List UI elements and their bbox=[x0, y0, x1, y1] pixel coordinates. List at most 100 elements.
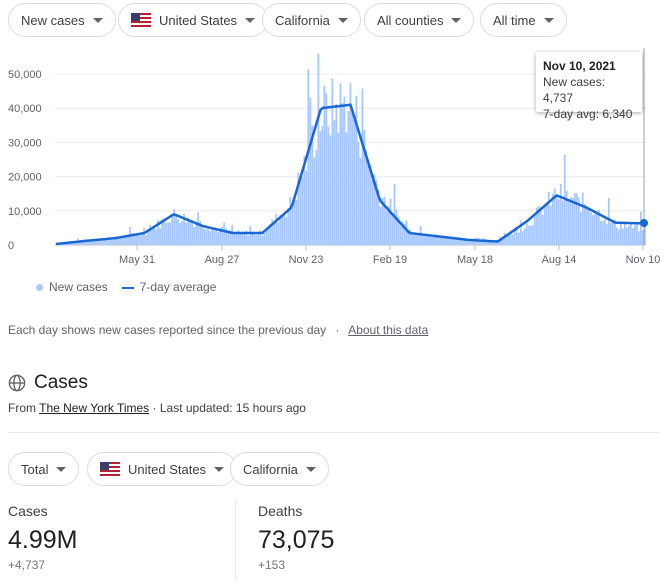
bar bbox=[549, 205, 552, 245]
bar bbox=[607, 197, 610, 245]
bar bbox=[305, 170, 308, 245]
chevron-down-icon bbox=[92, 17, 103, 23]
bar bbox=[261, 235, 264, 245]
bar bbox=[79, 242, 81, 245]
x-tick-label: Aug 14 bbox=[542, 254, 577, 266]
bar bbox=[389, 198, 392, 245]
bar bbox=[503, 232, 506, 245]
bar bbox=[617, 229, 620, 245]
bar bbox=[197, 212, 200, 245]
bar bbox=[487, 240, 490, 245]
bar bbox=[195, 222, 198, 245]
bar bbox=[217, 231, 220, 245]
bar bbox=[229, 230, 232, 245]
bar bbox=[343, 96, 346, 245]
bar bbox=[571, 197, 574, 245]
us-flag-icon bbox=[131, 13, 151, 27]
bar bbox=[149, 225, 151, 245]
bar bbox=[323, 85, 326, 246]
bar bbox=[151, 228, 153, 245]
bar bbox=[75, 242, 77, 245]
cases-chart[interactable]: 0 10,000 20,000 30,000 40,000 50,000 May 31 Au… bbox=[0, 0, 668, 275]
bar bbox=[643, 226, 646, 245]
bar bbox=[269, 223, 272, 245]
bar bbox=[623, 223, 626, 245]
bar bbox=[139, 235, 141, 245]
bar bbox=[447, 238, 450, 245]
bar bbox=[115, 236, 117, 245]
bar bbox=[637, 231, 640, 245]
x-tick-label: May 31 bbox=[119, 254, 155, 266]
bar bbox=[113, 237, 115, 245]
bar bbox=[105, 238, 107, 245]
bar bbox=[339, 83, 342, 245]
bar bbox=[371, 180, 374, 245]
bar bbox=[83, 241, 85, 245]
bar bbox=[391, 215, 394, 245]
bar bbox=[299, 176, 302, 245]
range-dropdown[interactable]: All time bbox=[480, 3, 567, 37]
bar bbox=[321, 126, 324, 245]
bar bbox=[451, 236, 454, 245]
bar bbox=[631, 227, 634, 245]
bar bbox=[613, 219, 616, 245]
state-dropdown[interactable]: California bbox=[262, 3, 361, 37]
bar bbox=[435, 234, 438, 245]
bar bbox=[425, 236, 428, 245]
bar bbox=[453, 238, 456, 245]
y-tick-label: 30,000 bbox=[8, 137, 42, 149]
bar bbox=[427, 236, 430, 245]
bar bbox=[565, 191, 568, 245]
bar bbox=[271, 219, 274, 245]
x-tick-label: Aug 27 bbox=[205, 254, 240, 266]
state-label-2: California bbox=[243, 461, 298, 477]
bar bbox=[193, 227, 196, 245]
dot-icon bbox=[36, 284, 43, 291]
note-separator: · bbox=[335, 323, 340, 337]
bar bbox=[117, 237, 119, 245]
bar bbox=[185, 222, 188, 245]
bar bbox=[81, 240, 83, 245]
bar bbox=[283, 213, 286, 245]
hover-point bbox=[640, 219, 648, 227]
nyt-link[interactable]: The New York Times bbox=[39, 401, 150, 415]
bar bbox=[177, 218, 180, 245]
x-tick-label: Nov 23 bbox=[289, 254, 324, 266]
bar bbox=[329, 135, 332, 245]
bar bbox=[333, 120, 336, 245]
bar bbox=[275, 213, 278, 245]
bar bbox=[203, 229, 206, 245]
bar bbox=[579, 211, 582, 245]
about-data-link[interactable]: About this data bbox=[348, 323, 429, 337]
country-dropdown-2[interactable]: United States bbox=[87, 452, 238, 486]
bar bbox=[143, 228, 145, 245]
bar bbox=[317, 53, 320, 246]
bar bbox=[157, 220, 159, 245]
bar bbox=[501, 236, 504, 245]
bar bbox=[95, 240, 97, 245]
bar bbox=[341, 103, 344, 245]
bar bbox=[403, 223, 406, 245]
bar bbox=[457, 237, 460, 245]
bar bbox=[301, 177, 304, 245]
bar bbox=[187, 217, 190, 245]
bar bbox=[133, 233, 135, 245]
bar bbox=[511, 234, 514, 245]
country-dropdown[interactable]: United States bbox=[118, 3, 269, 37]
bar bbox=[55, 243, 57, 245]
chevron-down-icon bbox=[305, 466, 316, 472]
state-dropdown-2[interactable]: California bbox=[230, 452, 329, 486]
bar bbox=[85, 240, 87, 245]
county-dropdown[interactable]: All counties bbox=[364, 3, 475, 37]
bar bbox=[137, 235, 139, 245]
data-note: Each day shows new cases reported since … bbox=[8, 323, 428, 337]
bar bbox=[445, 237, 448, 245]
chart-tooltip: Nov 10, 2021 New cases: 4,737 7-day avg:… bbox=[536, 52, 642, 121]
bar bbox=[611, 221, 614, 245]
bar bbox=[609, 222, 612, 245]
bar bbox=[363, 129, 366, 245]
metric-dropdown[interactable]: New cases bbox=[8, 3, 116, 37]
bar bbox=[221, 226, 224, 245]
total-dropdown[interactable]: Total bbox=[8, 452, 80, 486]
bar bbox=[449, 237, 452, 245]
